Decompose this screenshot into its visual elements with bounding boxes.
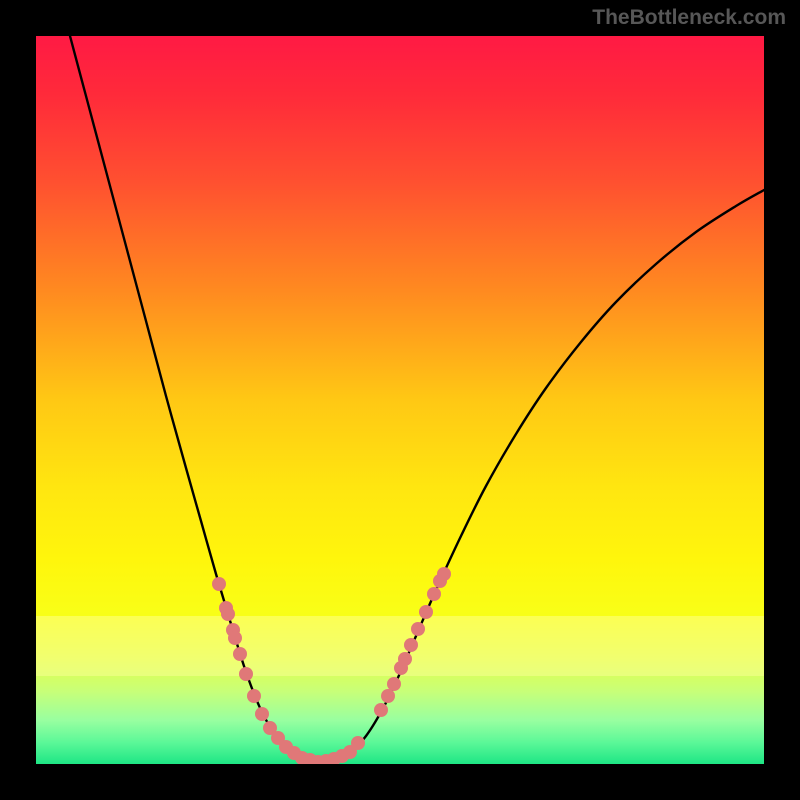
- highlight-dot: [419, 605, 433, 619]
- highlight-dot: [247, 689, 261, 703]
- highlight-dot: [351, 736, 365, 750]
- highlight-dot: [427, 587, 441, 601]
- highlight-dot: [255, 707, 269, 721]
- plot-area: [36, 36, 764, 764]
- highlight-dot: [437, 567, 451, 581]
- highlight-dot: [221, 607, 235, 621]
- highlight-dot: [404, 638, 418, 652]
- highlight-dot: [398, 652, 412, 666]
- highlight-dot: [411, 622, 425, 636]
- chart-frame: TheBottleneck.com: [0, 0, 800, 800]
- highlight-dot: [228, 631, 242, 645]
- highlight-dot: [381, 689, 395, 703]
- highlight-dot: [239, 667, 253, 681]
- highlight-dot: [387, 677, 401, 691]
- bottleneck-curve-chart: [36, 36, 764, 764]
- highlight-dot: [212, 577, 226, 591]
- highlight-dot: [233, 647, 247, 661]
- highlight-dot: [374, 703, 388, 717]
- watermark-text: TheBottleneck.com: [592, 6, 786, 30]
